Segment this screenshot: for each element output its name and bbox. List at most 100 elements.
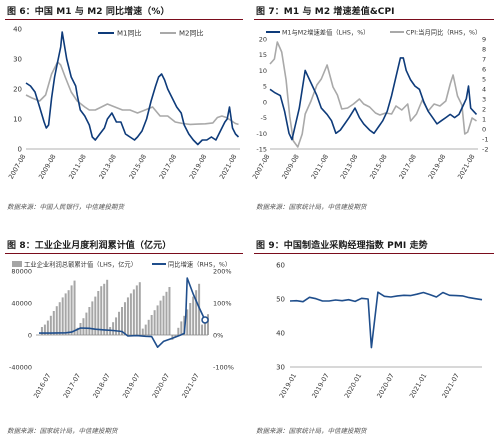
chart6-series-m2 [25, 61, 239, 126]
chart8-bar [67, 290, 70, 335]
chart7-y-right-tick: 6 [482, 66, 486, 74]
chart8-bar [159, 300, 162, 335]
chart8-series-growth [39, 277, 206, 348]
chart8-x-tick: 2021-07 [180, 372, 201, 400]
chart8-bar [135, 285, 138, 335]
chart8-bar [177, 327, 180, 335]
figure-7-title-rule [254, 19, 494, 20]
chart8-y-right-tick: -100% [213, 364, 234, 372]
chart9-y-tick: 40 [276, 330, 285, 338]
chart8-bar [40, 327, 43, 335]
chart6-y-tick: 40 [13, 26, 22, 34]
chart7-y-right-tick: 4 [482, 86, 486, 94]
chart7-series-diff [269, 57, 478, 141]
chart8-bar [156, 305, 159, 335]
chart8-bar [162, 295, 165, 335]
chart6-x-tick: 2017-08 [158, 153, 179, 181]
chart8-bar [180, 321, 183, 335]
chart8-bar [198, 283, 201, 335]
chart6-x-tick: 2009-08 [37, 153, 58, 181]
chart8-y-left-tick: 40000 [11, 300, 32, 308]
chart9-x-tick: 2019-01 [278, 372, 299, 400]
panel-figure-7: 图 7：M1 与 M2 增速差值&CPI 20 15 10 5 0 -5 -10 -15 9 8 7… [250, 0, 500, 215]
chart8-x-tick: 2019-07 [121, 372, 142, 400]
chart9-x-tick: 2021-07 [440, 372, 461, 400]
chart8-x-tick: 2017-07 [62, 372, 83, 400]
figure-8-title-rule [5, 253, 243, 254]
figure-7-title: 图 7：M1 与 M2 增速差值&CPI [256, 7, 395, 17]
chart6-y-tick: 10 [13, 116, 22, 124]
chart9-x-tick: 2019-07 [310, 372, 331, 400]
figure-8-title: 图 8：工业企业月度利润累计值（亿元） [7, 241, 172, 251]
chart9-series-pmi [289, 291, 483, 349]
chart7-legend-cpi-label: CPI:当月同比（RHS，%） [406, 28, 481, 37]
chart8-bar [165, 291, 168, 335]
chart7-y-left-tick: 0 [263, 98, 267, 106]
chart8-bar [118, 311, 121, 335]
chart7-y-right-tick: 8 [482, 46, 486, 54]
figure-7-source: 数据来源：国家统计局，中信建投期货 [256, 203, 367, 211]
chart7-y-right-tick: 9 [482, 36, 486, 44]
chart8-bar [91, 301, 94, 335]
chart6-legend-m1-label: M1同比 [117, 29, 142, 38]
chart7-x-tick: 2017-08 [397, 153, 418, 181]
chart7-x-tick: 2021-08 [456, 153, 477, 181]
figure-9-title: 图 9：中国制造业采购经理指数 PMI 走势 [256, 241, 428, 251]
chart8-bar [132, 289, 135, 335]
chart7-x-tick: 2019-08 [427, 153, 448, 181]
panel-figure-8: 图 8：工业企业月度利润累计值（亿元） 80000 40000 0 -40000 200… [0, 222, 250, 439]
chart8-bar [106, 279, 109, 335]
chart-6-m1-m2-growth: 0 10 20 30 40 2007-08 2009-08 2011-08 2013-08 201… [7, 26, 240, 181]
chart9-x-tick: 2021-01 [408, 372, 429, 400]
chart8-bar [204, 320, 207, 335]
chart-8-industrial-profit: 80000 40000 0 -40000 200% 100% 0% -100% 2016-07 2… [9, 260, 234, 400]
chart7-x-tick: 2015-08 [368, 153, 389, 181]
chart8-bar [207, 314, 209, 335]
chart7-x-tick: 2013-08 [339, 153, 360, 181]
chart7-x-tick: 2009-08 [280, 153, 301, 181]
chart7-y-left-tick: 15 [259, 51, 267, 59]
chart8-bar [49, 315, 52, 335]
chart7-series-cpi [269, 41, 477, 148]
chart8-bar [43, 324, 46, 335]
panel-figure-9: 图 9：中国制造业采购经理指数 PMI 走势 30 40 50 60 2019-01 20… [250, 222, 500, 439]
chart8-bar [189, 303, 192, 335]
chart-9-pmi: 30 40 50 60 2019-01 2019-07 2020-01 2020-07 2021… [276, 262, 483, 400]
chart6-legend-m2-label: M2同比 [179, 29, 204, 38]
chart8-bar [55, 306, 58, 335]
chart6-x-tick: 2011-08 [67, 153, 88, 181]
chart8-bar [150, 315, 153, 335]
figure-8-source: 数据来源：国家统计局，中信建投期货 [7, 427, 118, 435]
chart8-y-right-tick: 100% [213, 300, 232, 308]
chart7-y-right-tick: 3 [482, 96, 486, 104]
panel-figure-6: 图 6：中国 M1 与 M2 同比增速（%） 0 10 20 30 40 2007-08 2… [0, 0, 250, 215]
chart8-bar [112, 322, 115, 335]
chart8-y-right-tick: 0% [213, 332, 223, 340]
chart8-bar [153, 310, 156, 335]
chart6-x-tick: 2021-08 [218, 153, 239, 181]
chart8-bar [115, 317, 118, 335]
figure-6-title-rule [5, 19, 243, 20]
chart7-y-left-tick: 20 [259, 36, 267, 44]
chart8-bar [147, 319, 150, 335]
chart8-bar [88, 307, 91, 335]
chart8-bar [126, 297, 129, 335]
chart7-y-left-tick: -10 [256, 130, 267, 138]
chart9-y-tick: 30 [276, 364, 285, 372]
chart8-bar [52, 311, 55, 335]
chart8-y-left-tick: -40000 [9, 364, 32, 372]
chart7-legend-diff-label: M1与M2增速差值（LHS，%） [282, 28, 369, 37]
chart6-series-m1 [25, 31, 240, 146]
chart8-bar [70, 285, 73, 335]
chart6-y-tick: 0 [18, 146, 22, 154]
chart8-bar [123, 302, 126, 335]
figure-9-title-rule [254, 253, 494, 254]
chart6-x-tick: 2015-08 [128, 153, 149, 181]
chart8-y-left-tick: 0 [28, 332, 32, 340]
chart7-y-right-tick: 5 [482, 76, 486, 84]
chart8-bar [100, 286, 103, 335]
chart9-x-tick: 2020-07 [375, 372, 396, 400]
chart7-y-right-tick: 2 [482, 106, 486, 114]
chart7-y-left-tick: -5 [261, 114, 267, 122]
